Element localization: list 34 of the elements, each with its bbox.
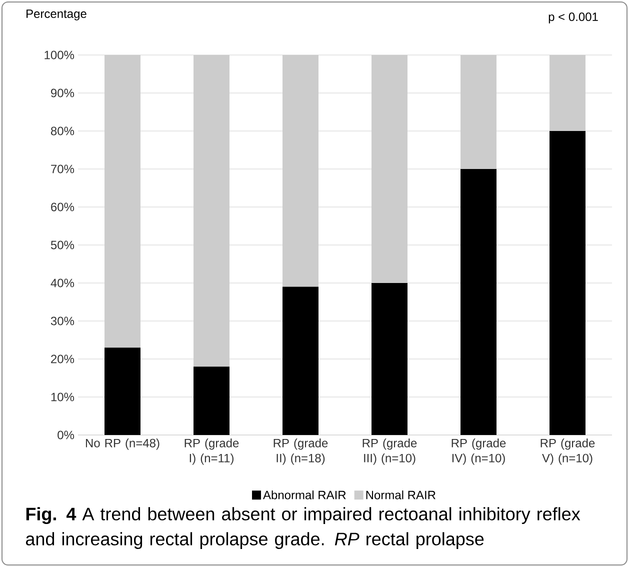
x-tick-label: RP (grade II) (n=18) [274,438,328,465]
y-axis-title: Percentage [26,10,86,20]
bar [282,54,318,287]
bar [194,366,230,435]
y-tick-label: 10% [51,392,74,402]
y-tick-label: 0% [58,430,74,440]
legend-label: Normal RAIR [366,490,436,500]
x-tick-label: RP (grade IV) (n=10) [452,438,506,465]
legend-label: Abnormal RAIR [263,490,346,500]
y-tick-label: 80% [50,126,74,136]
y-tick-label: 20% [51,354,74,364]
bar [460,168,497,435]
bar [104,348,141,435]
y-tick-label: 90% [51,88,74,98]
x-tick-label: RP (grade V) (n=10) [540,438,595,465]
bar [550,54,586,131]
bar [194,54,230,367]
x-tick-label: RP (grade III) (n=10) [362,438,417,465]
bar [372,282,408,435]
bar [460,54,497,169]
text: p < 0.001 [548,12,598,24]
y-tick-label: 50% [50,240,74,250]
y-tick-label: 30% [50,316,74,326]
x-tick-label: RP (grade I) (n=11) [184,438,239,465]
x-tick-label: No RP (n=48) [86,438,160,450]
bar [104,54,141,348]
bar [372,54,408,283]
y-tick-label: 60% [51,202,74,212]
y-tick-label: 100% [44,50,74,60]
text: Fig. 4 A trend between absent or impaired rectoanal inhibitory reflex and increasing rectal prolapse grade. RP rectal prolapse [26,507,580,549]
bar [550,130,586,435]
y-tick-label: 70% [51,164,74,174]
y-tick-label: 40% [50,278,74,288]
bar [282,286,318,435]
